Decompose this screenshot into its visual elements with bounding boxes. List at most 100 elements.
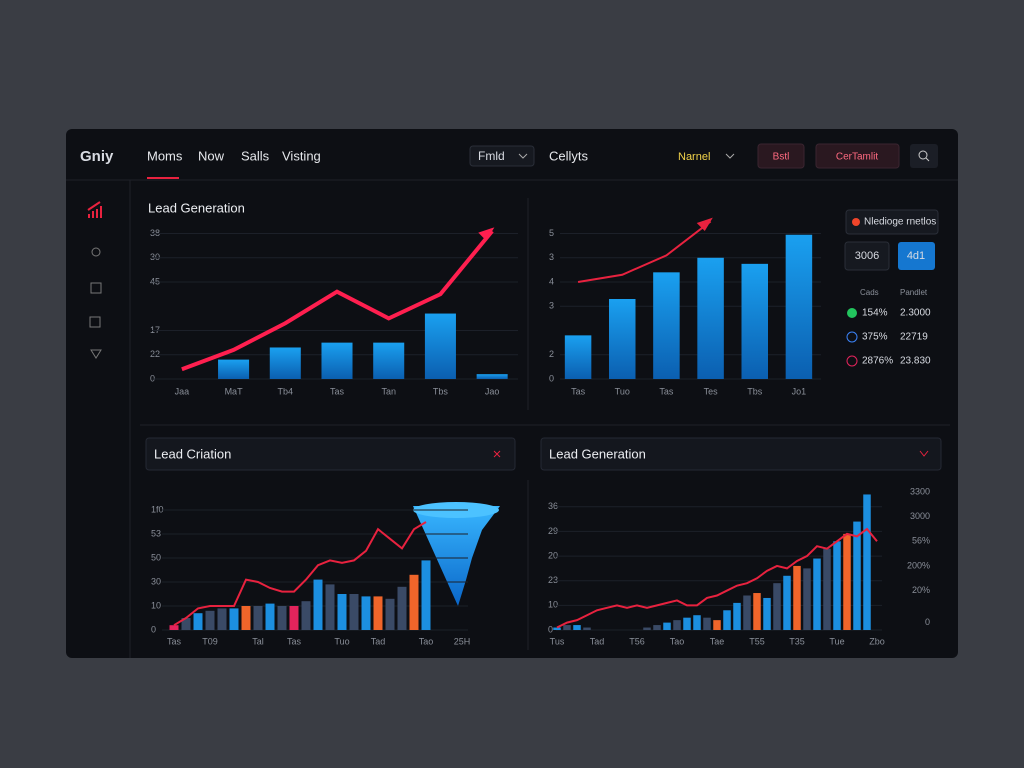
row-value: 2.3000: [900, 308, 931, 319]
panel-header: [145, 437, 516, 471]
bar: [181, 618, 191, 630]
x-tick-label: Tas: [659, 386, 674, 396]
tab[interactable]: [844, 241, 890, 271]
tab[interactable]: [898, 242, 935, 270]
nav-item[interactable]: Now: [198, 148, 225, 163]
funnel: [413, 506, 500, 606]
bar: [833, 541, 841, 630]
x-tick-label: Tas: [571, 386, 586, 396]
bar: [823, 548, 831, 630]
bar: [863, 494, 871, 630]
bar: [609, 299, 636, 379]
y-tick-label: 5: [549, 228, 554, 238]
panel-header: [540, 437, 942, 471]
x-tick-label: Tas: [330, 386, 345, 396]
link[interactable]: Cellyts: [549, 148, 589, 163]
bar: [253, 606, 263, 630]
button[interactable]: [815, 143, 900, 169]
nav-underline: [147, 177, 179, 179]
y-tick-label: 0: [151, 624, 156, 634]
y2-tick-label: 56%: [912, 536, 930, 546]
bar: [397, 586, 407, 630]
y-tick-label: 29: [548, 526, 558, 536]
bar: [573, 625, 581, 630]
x-tick-label: Tad: [590, 636, 605, 646]
row-icon: [846, 331, 858, 343]
bar: [733, 602, 741, 630]
row-value: 375%: [862, 332, 888, 343]
bar: [553, 627, 561, 630]
x-tick-label: Tuo: [334, 636, 349, 646]
arrow-head: [696, 217, 713, 232]
x-tick-label: Tae: [710, 636, 725, 646]
bar: [269, 347, 301, 379]
line: [181, 229, 494, 372]
bar: [277, 606, 287, 630]
sidebar-icon[interactable]: [87, 201, 102, 218]
search-button[interactable]: [910, 144, 938, 168]
bar: [476, 374, 508, 379]
tab-label: 4d1: [907, 250, 925, 262]
bar: [673, 620, 681, 630]
bar: [313, 579, 323, 630]
bar: [205, 610, 215, 630]
bar: [793, 565, 801, 630]
x-tick-label: Tad: [371, 636, 386, 646]
bar: [421, 560, 431, 630]
dropdown[interactable]: [469, 145, 535, 167]
bar: [693, 615, 701, 630]
x-tick-label: Tus: [550, 636, 565, 646]
y-tick-label: 0: [150, 373, 155, 383]
bar: [373, 342, 405, 379]
y-tick-label: 30: [150, 252, 160, 262]
line: [556, 527, 878, 629]
y-tick-label: 17: [150, 325, 160, 335]
x-tick-label: T35: [789, 636, 805, 646]
y-tick-label: 30: [151, 576, 161, 586]
metrics-header: [845, 209, 939, 235]
nav-item[interactable]: Moms: [147, 148, 183, 163]
bar: [229, 608, 239, 630]
bar: [853, 521, 861, 630]
close-icon[interactable]: [493, 450, 501, 458]
bar: [265, 603, 275, 630]
bar: [743, 595, 751, 630]
row-value: 2876%: [862, 356, 893, 367]
dashboard: [66, 129, 958, 658]
bar: [663, 622, 671, 630]
bar: [773, 583, 781, 630]
y-tick-label: 4: [549, 276, 554, 286]
y-tick-label: 10: [151, 600, 161, 610]
bar: [683, 617, 691, 630]
y-tick-label: 1f0: [151, 504, 164, 514]
sidebar-icon[interactable]: [89, 316, 101, 328]
y-tick-label: 23: [548, 575, 558, 585]
sidebar-icon[interactable]: [90, 349, 102, 359]
select-label[interactable]: Narnel: [678, 151, 710, 163]
nav-item[interactable]: Visting: [282, 148, 321, 163]
x-tick-label: Tan: [381, 386, 396, 396]
bar: [741, 263, 768, 379]
button[interactable]: [757, 143, 805, 169]
nav-item[interactable]: Salls: [241, 148, 270, 163]
bar: [361, 596, 371, 630]
button-label: CerTamlit: [836, 152, 878, 163]
button-label: Bstl: [773, 152, 790, 163]
bar: [337, 594, 347, 630]
chevron[interactable]: [919, 450, 929, 457]
sidebar-icon[interactable]: [91, 247, 101, 257]
sidebar-icon[interactable]: [90, 282, 102, 294]
x-tick-label: Tas: [287, 636, 302, 646]
bar: [409, 574, 419, 630]
search-icon: [925, 157, 930, 162]
y-tick-label: 53: [151, 528, 161, 538]
y-tick-label: 0: [548, 624, 553, 634]
arrow-head: [478, 227, 495, 241]
y-tick-label: 20: [548, 550, 558, 560]
line: [577, 220, 712, 284]
bar: [723, 610, 731, 630]
row-icon: [847, 308, 857, 318]
logo: Gniy: [80, 148, 114, 165]
tab-label: 3006: [855, 250, 879, 262]
x-tick-label: Jao: [485, 386, 500, 396]
